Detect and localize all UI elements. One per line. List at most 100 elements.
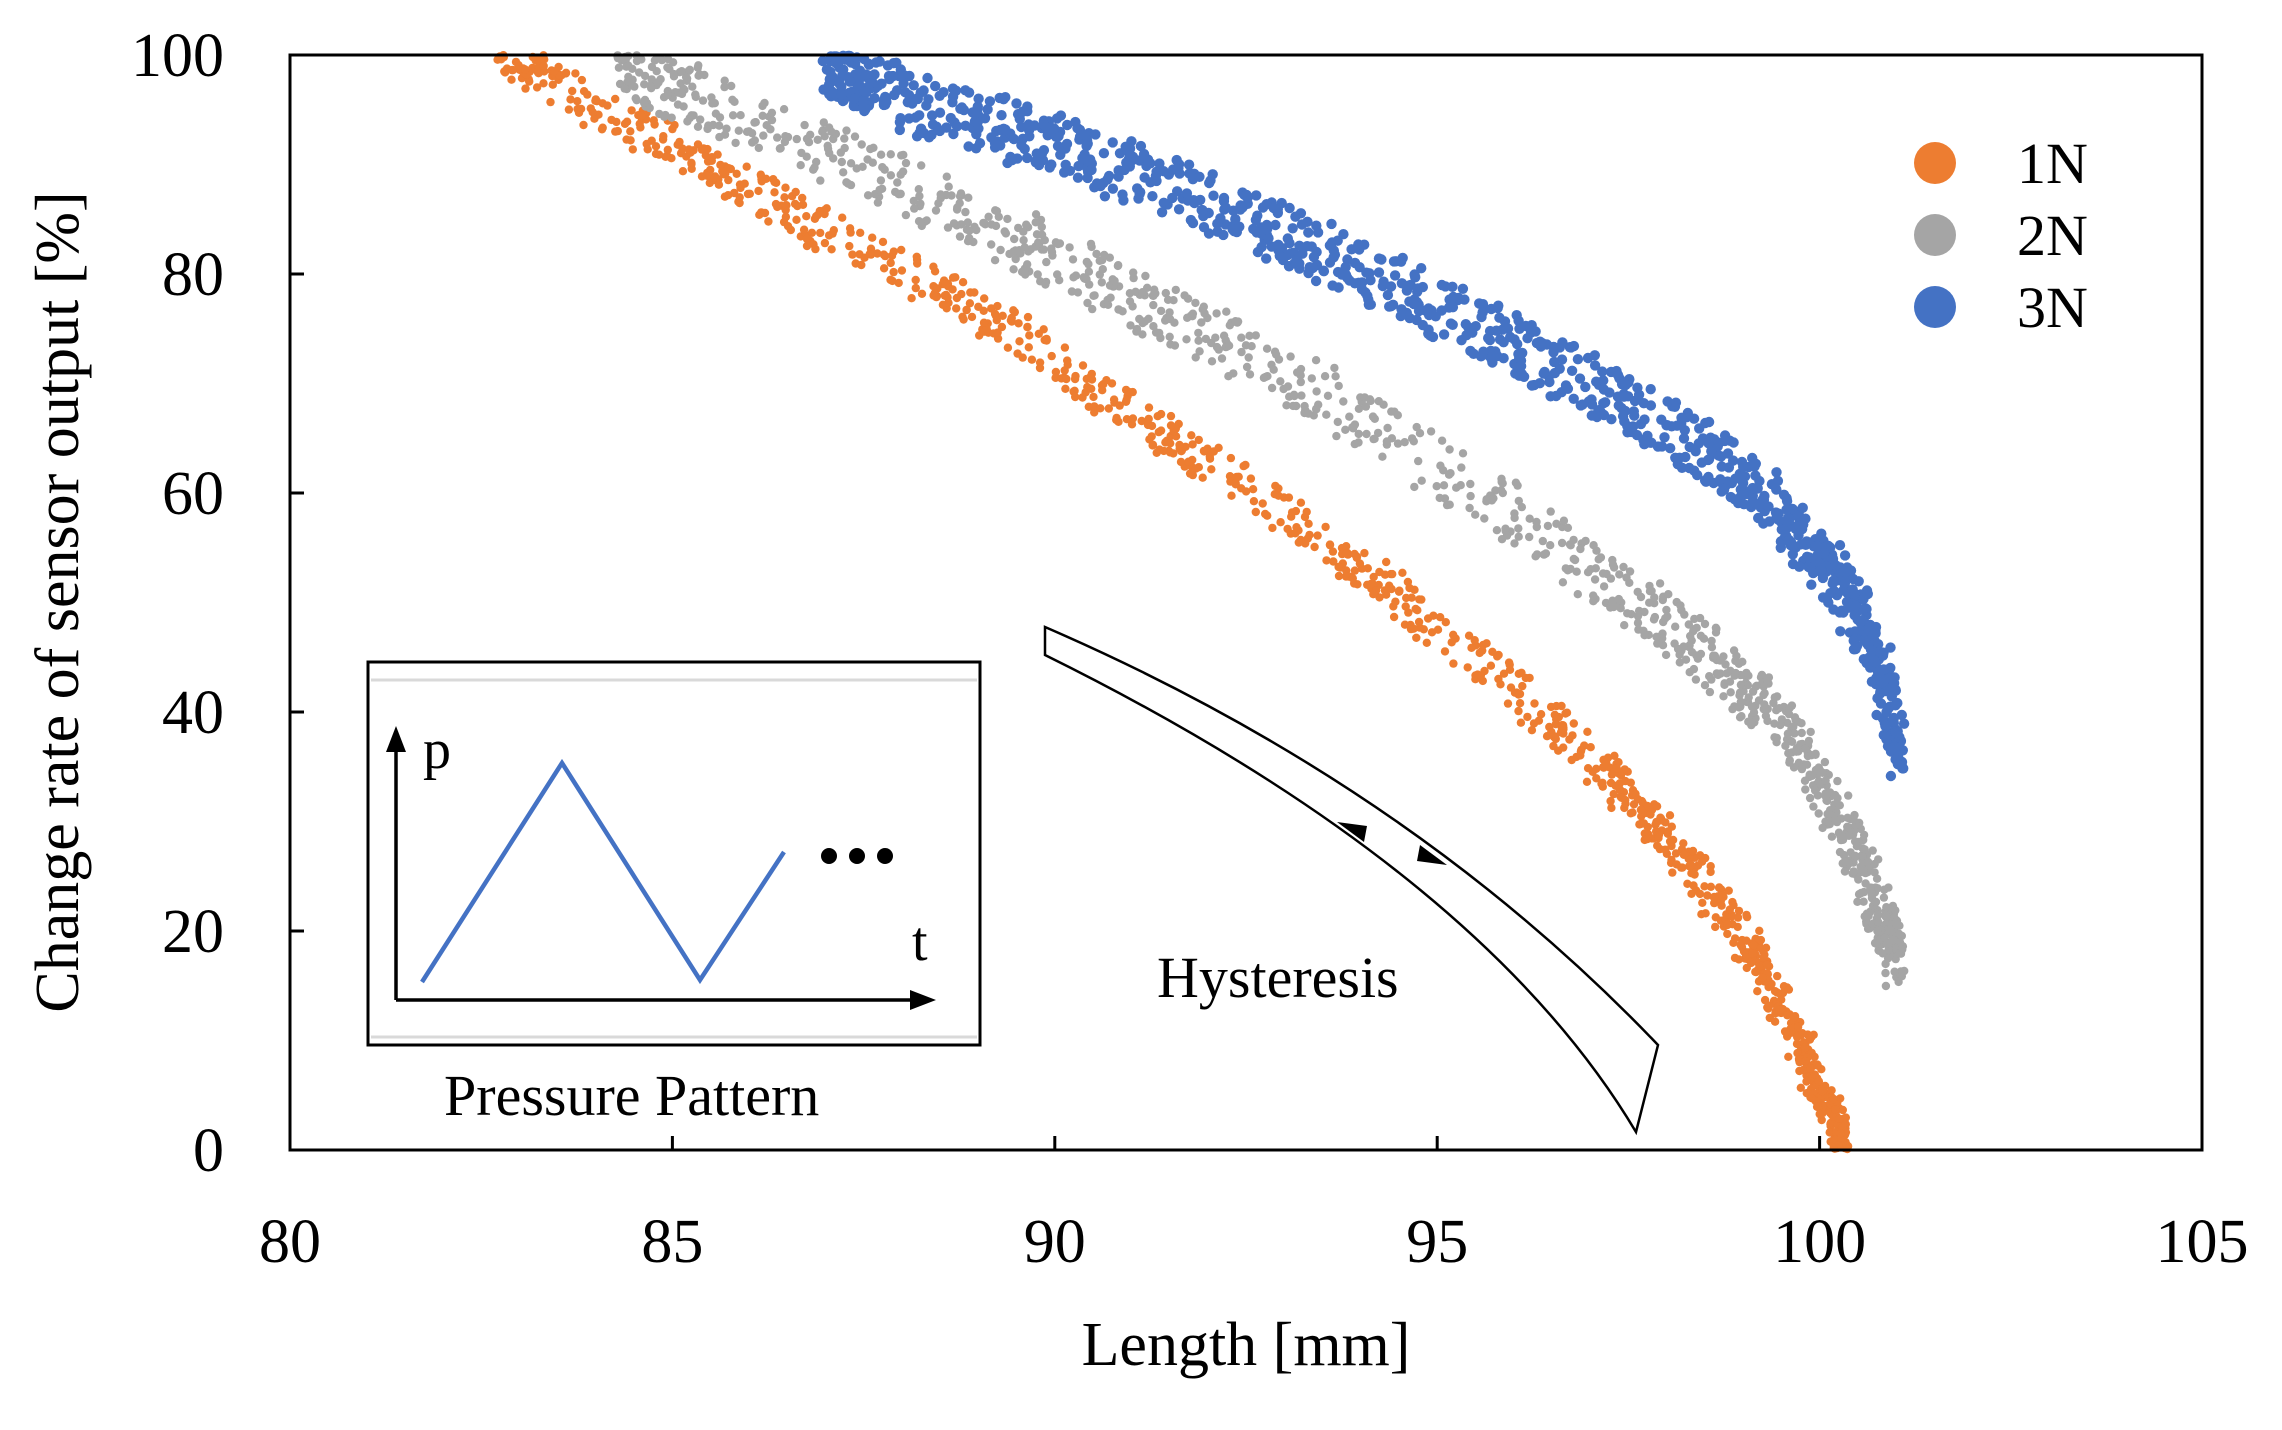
- data-point: [798, 193, 807, 203]
- data-point: [1195, 347, 1204, 356]
- data-point: [673, 100, 683, 109]
- data-point: [1065, 243, 1074, 252]
- data-point: [1062, 119, 1073, 131]
- data-point: [1881, 981, 1891, 991]
- data-point: [1706, 882, 1716, 891]
- data-point: [963, 237, 973, 246]
- data-point: [576, 104, 586, 114]
- data-point: [1672, 860, 1681, 869]
- data-point: [1723, 929, 1732, 939]
- data-point: [1035, 239, 1044, 248]
- data-point: [1874, 646, 1885, 657]
- data-point: [1365, 299, 1377, 310]
- data-point: [1728, 704, 1737, 714]
- data-point: [1194, 171, 1205, 182]
- data-point: [1609, 789, 1618, 799]
- data-point: [964, 193, 973, 202]
- data-point: [1783, 534, 1795, 546]
- data-point: [1792, 1039, 1802, 1049]
- data-point: [806, 130, 815, 139]
- data-point: [1262, 344, 1272, 353]
- data-point: [1341, 425, 1350, 434]
- data-point: [1700, 882, 1709, 891]
- data-point: [1719, 435, 1730, 447]
- data-point: [597, 125, 607, 134]
- data-point: [1310, 275, 1322, 287]
- data-point: [1497, 477, 1506, 487]
- data-point: [1000, 124, 1011, 135]
- hysteresis-arrow-left: [1337, 822, 1367, 842]
- data-point: [1494, 334, 1506, 345]
- points-layer: [493, 50, 1910, 1154]
- data-point: [1623, 609, 1632, 618]
- data-point: [1712, 624, 1721, 634]
- data-point: [1365, 395, 1375, 404]
- data-point: [1263, 233, 1274, 244]
- data-point: [916, 199, 925, 208]
- data-point: [1692, 469, 1703, 481]
- data-point: [1144, 314, 1153, 323]
- data-point: [1662, 605, 1671, 615]
- data-point: [1021, 220, 1031, 229]
- data-point: [1055, 276, 1064, 285]
- data-point: [1041, 280, 1050, 289]
- data-point: [1610, 751, 1619, 760]
- data-point: [1135, 140, 1147, 152]
- data-point: [1609, 602, 1618, 612]
- data-point: [1282, 233, 1294, 244]
- data-point: [1184, 168, 1195, 179]
- data-point: [1849, 867, 1858, 876]
- data-point: [1252, 246, 1264, 258]
- data-point: [1846, 587, 1858, 599]
- data-point: [1208, 190, 1219, 201]
- data-point: [1356, 284, 1368, 295]
- data-point: [1656, 414, 1667, 425]
- data-point: [571, 69, 580, 78]
- data-point: [1191, 464, 1201, 473]
- data-point: [669, 72, 679, 81]
- data-point: [863, 191, 873, 200]
- data-point: [1188, 309, 1198, 318]
- data-point: [758, 111, 767, 121]
- data-point: [886, 150, 895, 159]
- data-point: [1170, 318, 1179, 327]
- data-point: [1850, 600, 1861, 611]
- data-point: [987, 220, 996, 229]
- data-point: [828, 229, 837, 238]
- data-point: [1760, 689, 1769, 698]
- data-point: [1325, 540, 1335, 549]
- data-point: [1293, 368, 1302, 377]
- data-point: [1615, 570, 1624, 579]
- data-point: [1321, 522, 1330, 532]
- data-point: [1622, 573, 1631, 582]
- data-point: [838, 213, 847, 222]
- data-point: [1341, 549, 1351, 558]
- data-point: [715, 132, 724, 142]
- data-point: [1014, 113, 1025, 125]
- data-point: [1113, 171, 1124, 182]
- data-point: [807, 228, 817, 237]
- data-point: [1126, 321, 1135, 330]
- data-point: [984, 96, 996, 107]
- y-tick-label: 100: [131, 22, 224, 90]
- data-point: [1502, 323, 1514, 334]
- data-point: [1411, 604, 1420, 614]
- data-point: [1042, 334, 1051, 344]
- data-point: [1576, 751, 1585, 760]
- data-point: [934, 199, 943, 208]
- data-point: [1342, 542, 1351, 551]
- data-point: [1199, 446, 1209, 456]
- data-point: [915, 191, 924, 201]
- data-point: [1369, 572, 1378, 582]
- data-point: [1283, 382, 1293, 391]
- data-point: [1301, 241, 1313, 252]
- data-point: [539, 61, 548, 71]
- y-axis-label: Change rate of sensor output [%]: [24, 191, 92, 1012]
- data-point: [1518, 371, 1530, 382]
- data-point: [838, 64, 849, 75]
- data-point: [1599, 763, 1608, 772]
- data-point: [1880, 885, 1889, 894]
- data-point: [1409, 437, 1419, 446]
- data-point: [1294, 538, 1304, 547]
